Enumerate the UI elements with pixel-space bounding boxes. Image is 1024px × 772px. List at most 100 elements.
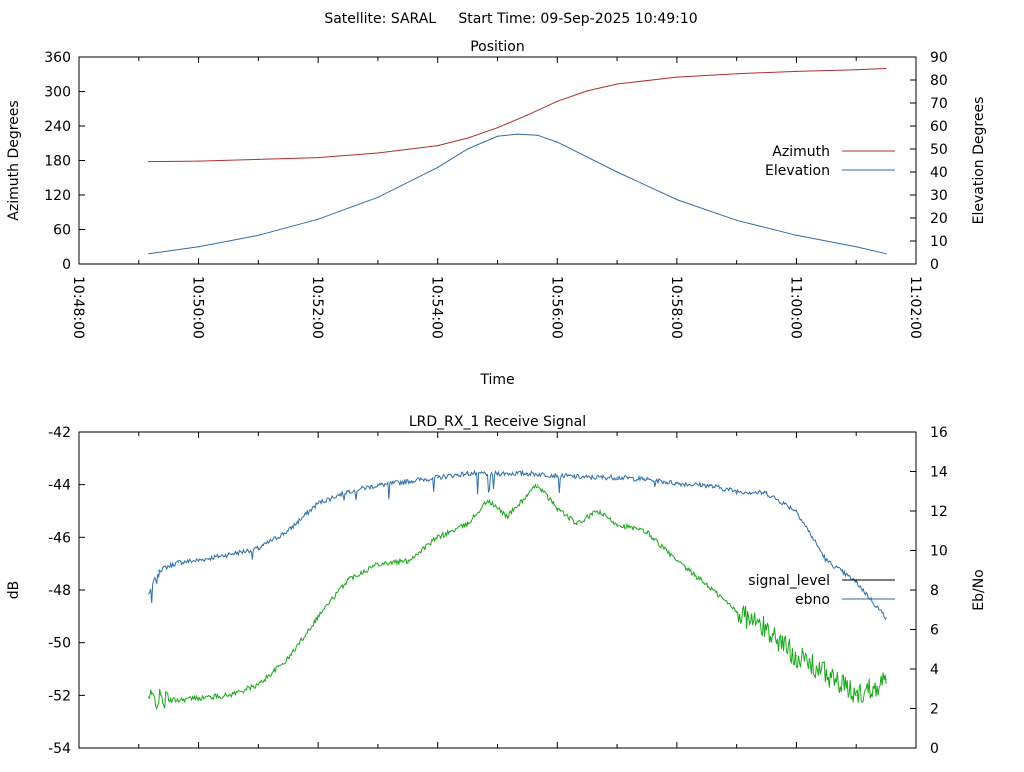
data-point: [467, 148, 469, 150]
data-point: [646, 531, 648, 533]
figure-title: Satellite: SARAL Start Time: 09-Sep-2025…: [324, 11, 697, 27]
y-tick-label: -46: [48, 530, 71, 546]
data-point: [795, 510, 798, 512]
plot-frame: [78, 431, 917, 749]
data-point: [855, 69, 857, 71]
y-tick-label: 0: [62, 257, 71, 273]
data-point: [317, 502, 319, 504]
y2-tick-label: 10: [930, 544, 948, 560]
data-point: [586, 476, 588, 478]
y2-tick-label: 4: [930, 662, 939, 678]
chart-title: LRD_RX_1 Receive Signal: [409, 414, 586, 430]
x-tick-label: 11:02:00: [907, 276, 923, 339]
data-point: [377, 152, 379, 154]
data-point: [496, 127, 499, 129]
data-point: [556, 141, 558, 143]
data-point: [227, 694, 230, 696]
data-point: [148, 253, 150, 255]
y-tick-label: 240: [44, 119, 71, 135]
data-point: [407, 480, 409, 482]
y-tick-label: -42: [48, 425, 71, 441]
y2-axis-label: Elevation Degrees: [971, 97, 987, 225]
data-point: [516, 133, 519, 135]
data-point: [706, 484, 708, 486]
data-point: [496, 472, 499, 475]
data-point: [736, 490, 738, 492]
x-axis-label: Time: [479, 372, 514, 388]
y2-tick-label: 10: [930, 234, 948, 250]
data-point: [148, 697, 150, 699]
y-tick-label: 60: [53, 223, 71, 239]
data-point: [198, 246, 200, 248]
data-point: [437, 476, 439, 478]
data-point: [885, 617, 887, 619]
data-point: [437, 166, 439, 168]
y-tick-label: -54: [48, 741, 71, 757]
data-point: [795, 70, 798, 72]
x-tick-label: 10:58:00: [668, 276, 684, 339]
y2-tick-label: 60: [930, 119, 948, 135]
data-point: [536, 134, 539, 136]
y2-tick-label: 2: [930, 702, 939, 718]
data-point: [576, 523, 578, 525]
data-point: [616, 476, 618, 478]
data-point: [317, 157, 319, 159]
data-point: [616, 83, 618, 85]
data-point: [158, 569, 160, 571]
data-point: [287, 657, 289, 660]
y-axis-label: Azimuth Degrees: [6, 100, 22, 220]
data-point: [646, 478, 648, 480]
x-tick-label: 11:00:00: [787, 276, 803, 339]
data-point: [616, 171, 618, 173]
y-tick-label: 180: [44, 154, 71, 170]
data-point: [825, 559, 827, 562]
y2-tick-label: 20: [930, 211, 948, 227]
data-point: [377, 484, 379, 486]
y2-tick-label: 8: [930, 583, 939, 599]
x-tick-label: 10:54:00: [429, 276, 445, 339]
y-axis-label: dB: [6, 581, 22, 600]
y2-tick-label: 30: [930, 188, 948, 204]
y2-tick-label: 0: [930, 741, 939, 757]
data-point: [198, 160, 200, 162]
data-point: [765, 628, 768, 631]
x-tick-label: 10:48:00: [70, 276, 86, 339]
data-point: [885, 253, 887, 255]
data-point: [496, 135, 499, 137]
data-point: [506, 515, 509, 517]
y-tick-label: 360: [44, 50, 71, 66]
data-point: [885, 678, 887, 681]
data-point: [178, 561, 180, 564]
data-point: [885, 67, 887, 70]
data-point: [616, 523, 618, 525]
y2-tick-label: 90: [930, 50, 948, 66]
y-tick-label: -52: [48, 688, 71, 704]
data-point: [257, 684, 259, 686]
data-point: [467, 137, 469, 139]
data-point: [168, 700, 170, 702]
data-point: [467, 523, 469, 525]
position-chart: Position 0 60 120 180 240 300 360 0 10 20 30 40 50 60 7…: [6, 39, 987, 388]
receive-signal-chart: LRD_RX_1 Receive Signal -54 -52 -50 -48 -46 -4…: [6, 414, 987, 757]
data-point: [556, 507, 558, 509]
y2-axis-label: Eb/No: [971, 569, 987, 611]
data-point: [347, 490, 349, 492]
data-point: [536, 484, 539, 486]
y2-tick-label: 14: [930, 465, 948, 481]
data-point: [586, 90, 588, 92]
y-tick-label: -50: [48, 636, 71, 652]
data-point: [676, 76, 678, 78]
y-tick-label: -44: [48, 478, 71, 494]
data-point: [855, 246, 857, 248]
data-point: [556, 474, 558, 476]
y2-tick-label: 80: [930, 73, 948, 89]
chart-title: Position: [470, 39, 525, 55]
legend-label: Azimuth: [772, 144, 830, 160]
legend-label: Elevation: [765, 163, 830, 179]
legend-label: signal_level: [748, 573, 830, 589]
y2-tick-label: 40: [930, 165, 948, 181]
data-point: [148, 593, 150, 595]
y2-tick-label: 12: [930, 504, 948, 520]
